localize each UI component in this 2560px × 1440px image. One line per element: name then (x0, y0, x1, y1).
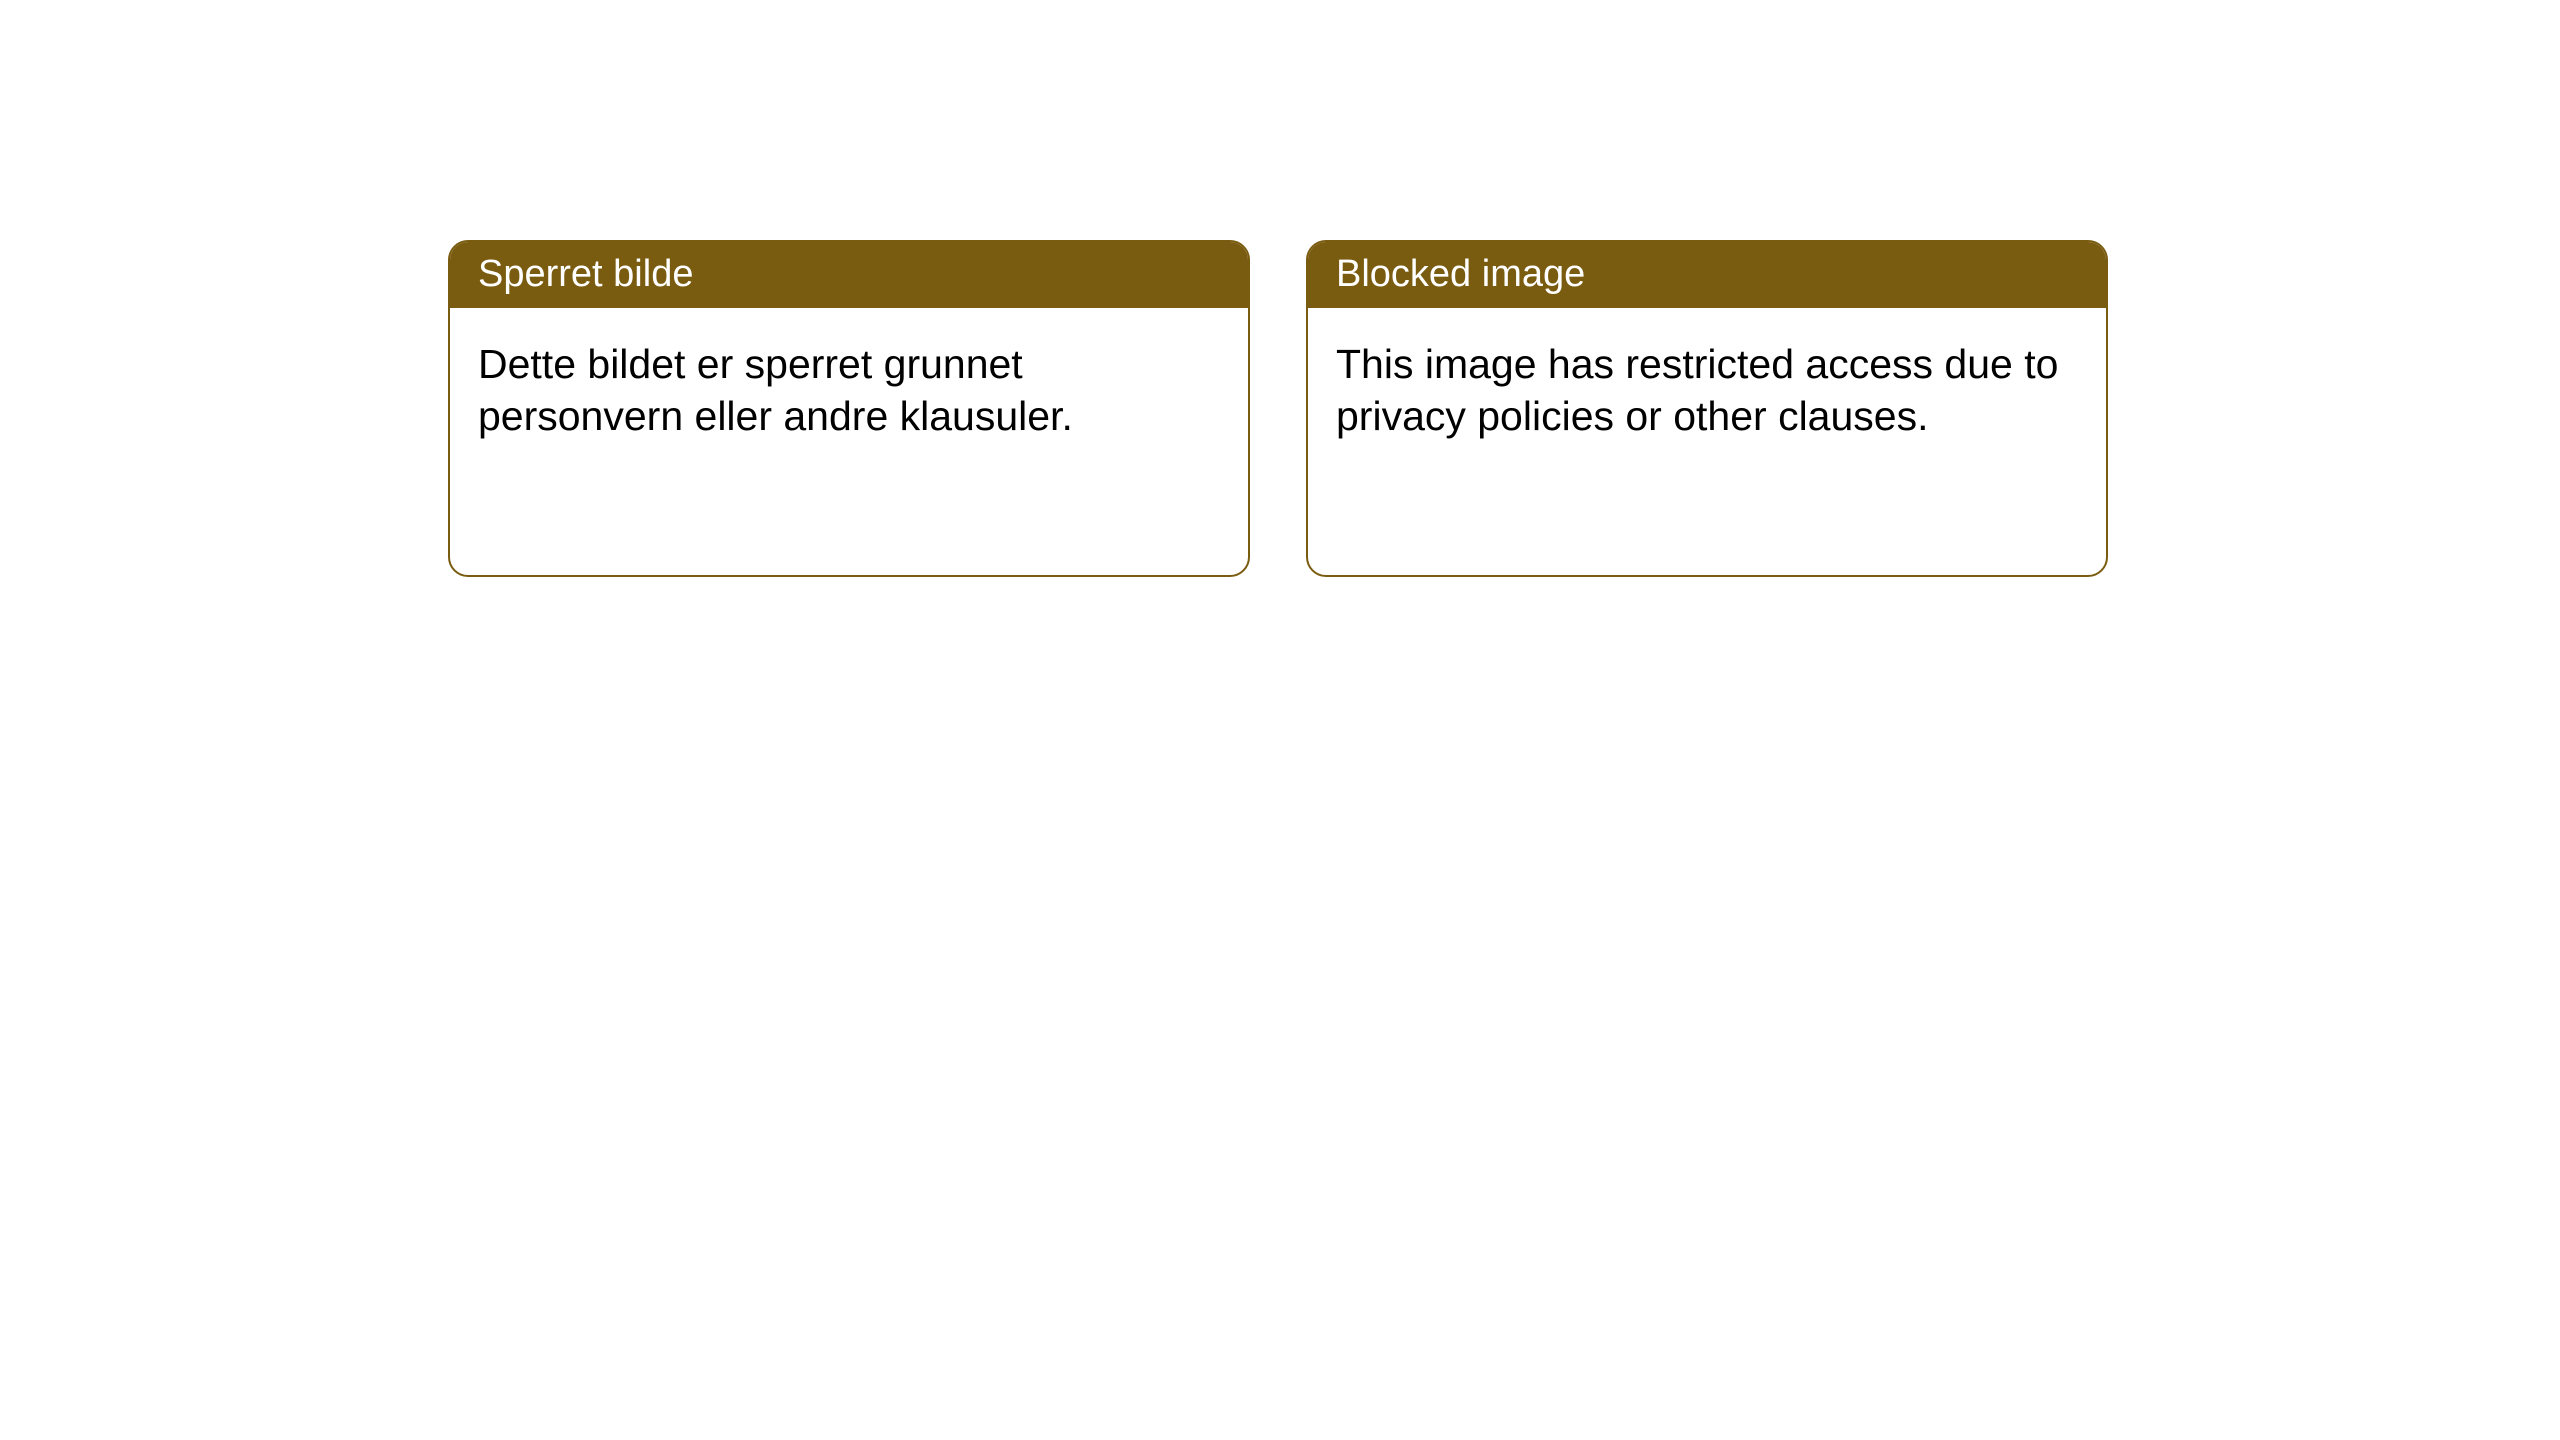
notice-card-header: Blocked image (1308, 242, 2106, 308)
notice-card-body-text: This image has restricted access due to … (1336, 341, 2058, 439)
notice-card-title: Blocked image (1336, 253, 1585, 295)
notice-card-norwegian: Sperret bilde Dette bildet er sperret gr… (448, 240, 1250, 577)
notice-card-english: Blocked image This image has restricted … (1306, 240, 2108, 577)
notice-card-body-text: Dette bildet er sperret grunnet personve… (478, 341, 1073, 439)
notice-card-container: Sperret bilde Dette bildet er sperret gr… (448, 240, 2108, 577)
notice-card-header: Sperret bilde (450, 242, 1248, 308)
notice-card-body: This image has restricted access due to … (1308, 308, 2106, 473)
notice-card-title: Sperret bilde (478, 253, 693, 295)
notice-card-body: Dette bildet er sperret grunnet personve… (450, 308, 1248, 473)
